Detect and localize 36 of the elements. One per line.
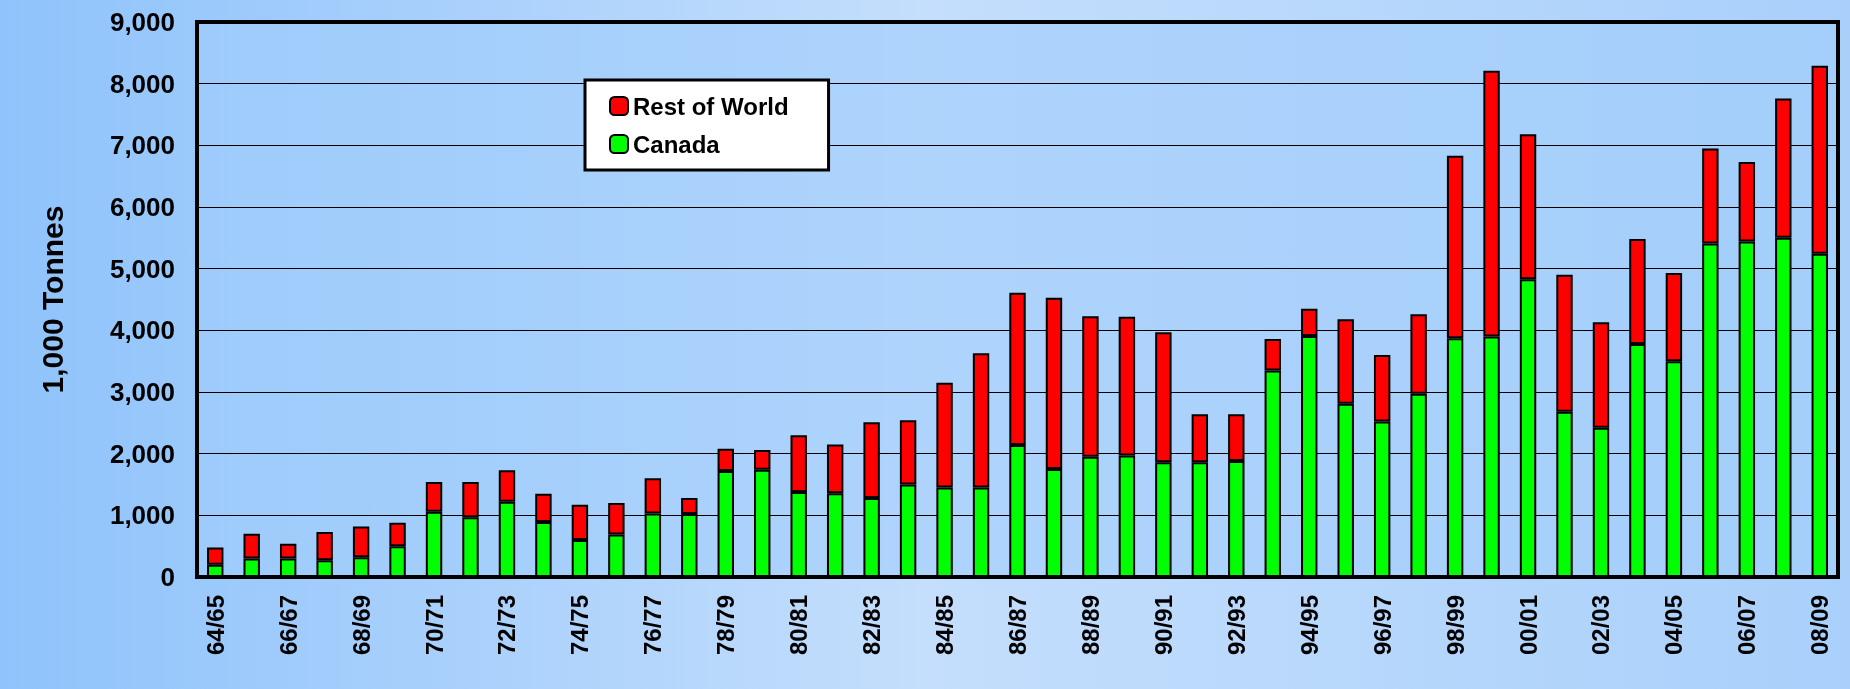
y-tick-label: 4,000 <box>109 315 175 346</box>
y-tick-label: 8,000 <box>109 68 175 99</box>
y-tick-label: 7,000 <box>109 130 175 161</box>
y-tick-label: 6,000 <box>109 192 175 222</box>
y-tick-label: 1,000 <box>109 500 175 531</box>
x-tick-label: 90/91 <box>1149 595 1177 656</box>
x-tick-label: 98/99 <box>1441 595 1469 656</box>
x-tick-label: 64/65 <box>201 595 229 656</box>
x-tick-label: 06/07 <box>1733 595 1761 656</box>
x-tick-label: 72/73 <box>493 595 521 656</box>
x-tick-label: 08/09 <box>1806 595 1834 656</box>
y-tick-label: 2,000 <box>109 438 175 469</box>
x-tick-label: 96/97 <box>1368 595 1396 656</box>
y-tick-label: 9,000 <box>109 7 175 37</box>
x-tick-label: 68/69 <box>347 595 375 656</box>
x-tick-label: 78/79 <box>712 595 740 656</box>
x-tick-label: 82/83 <box>858 595 886 656</box>
x-tick-label: 94/95 <box>1295 595 1323 656</box>
x-tick-label: 66/67 <box>274 595 302 656</box>
x-tick-label: 86/87 <box>1004 595 1031 656</box>
x-tick-label: 88/89 <box>1076 595 1104 656</box>
legend-label: Rest of World <box>633 92 789 120</box>
x-tick-label: 04/05 <box>1660 595 1688 656</box>
x-tick-label: 84/85 <box>931 595 959 656</box>
x-tick-label: 70/71 <box>420 595 448 656</box>
x-tick-label: 92/93 <box>1222 595 1250 656</box>
y-tick-label: 0 <box>160 562 175 592</box>
x-tick-label: 74/75 <box>566 595 594 656</box>
x-tick-label: 80/81 <box>785 595 813 656</box>
x-tick-label: 00/01 <box>1514 595 1542 656</box>
x-tick-label: 02/03 <box>1587 595 1615 656</box>
x-tick-label: 76/77 <box>639 595 667 656</box>
y-tick-label: 5,000 <box>109 253 175 284</box>
y-tick-label: 3,000 <box>109 377 175 407</box>
legend-label: Canada <box>633 130 721 158</box>
y-axis-title: 1,000 Tonnes <box>35 205 69 394</box>
